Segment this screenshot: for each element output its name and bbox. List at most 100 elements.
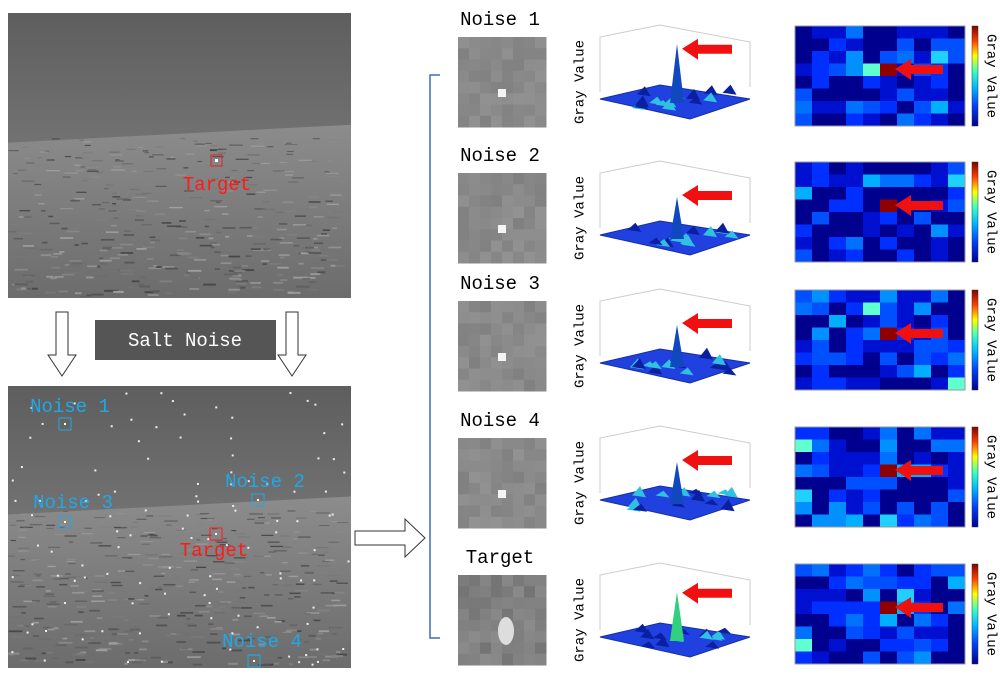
heat-cell: [931, 440, 949, 453]
salt-pixel: [138, 440, 140, 442]
patch-pixel: [535, 575, 547, 587]
salt-pixel: [168, 613, 170, 615]
patch-pixel: [524, 184, 536, 196]
heat-cell: [880, 76, 898, 89]
heat-cell: [863, 577, 881, 590]
patch-pixel: [535, 438, 547, 450]
patch-pixel: [535, 218, 547, 230]
heat-cell: [812, 564, 830, 577]
patch-pixel: [535, 598, 547, 610]
heat-cell: [880, 250, 898, 263]
patch-pixel: [524, 506, 536, 518]
heat-cell: [863, 187, 881, 200]
heat-cell: [846, 187, 864, 200]
patch-pixel: [458, 654, 470, 666]
salt-pixel: [313, 579, 315, 581]
heat-cell: [846, 26, 864, 39]
heat-cell: [829, 564, 847, 577]
patch-pixel: [535, 449, 547, 461]
heat-cell: [897, 378, 915, 391]
patch-pixel: [535, 252, 547, 264]
heat-cell: [914, 114, 932, 127]
heat-cell: [846, 502, 864, 515]
patch-pixel: [513, 472, 525, 484]
heat-cell: [948, 477, 966, 490]
heat-cell: [795, 89, 813, 102]
heat-cell: [897, 39, 915, 52]
heat-cell: [829, 200, 847, 213]
salt-pixel: [279, 572, 281, 574]
heat-cell: [795, 353, 813, 366]
heat-cell: [863, 39, 881, 52]
heat-cell: [897, 76, 915, 89]
patch-pixel: [513, 312, 525, 324]
salt-pixel: [31, 514, 33, 516]
heat-cell: [812, 315, 830, 328]
heat-cell: [795, 465, 813, 478]
patch-pixel: [480, 654, 492, 666]
heat-cell: [812, 250, 830, 263]
patch-pixel: [513, 380, 525, 392]
surface-facet: [699, 348, 713, 360]
heat-cell: [829, 378, 847, 391]
heat-cell: [948, 162, 966, 175]
heat-cell: [829, 502, 847, 515]
salt-pixel: [231, 417, 233, 419]
heat-cell: [914, 290, 932, 303]
heat-cell: [931, 89, 949, 102]
salt-pixel: [164, 593, 166, 595]
salt-pixel: [12, 576, 14, 578]
down-arrow: [48, 312, 76, 376]
salt-pixel: [216, 588, 218, 590]
patch-pixel: [524, 461, 536, 473]
patch-pixel: [480, 93, 492, 105]
heat-cell: [812, 175, 830, 188]
patch-pixel: [458, 369, 470, 381]
salt-pixel: [329, 515, 331, 517]
patch-pixel: [480, 598, 492, 610]
heat-cell: [914, 652, 932, 665]
patch-pixel: [491, 654, 503, 666]
patch-pixel: [469, 609, 481, 621]
heat-cell: [880, 303, 898, 316]
patch-pixel: [513, 301, 525, 313]
heat-cell: [880, 589, 898, 602]
salt-pixel: [191, 537, 193, 539]
heat-cell: [863, 175, 881, 188]
heat-cell: [846, 64, 864, 77]
patch-pixel: [469, 472, 481, 484]
heat-cell: [880, 89, 898, 102]
salt-pixel: [101, 630, 103, 632]
heat-cell: [897, 237, 915, 250]
patch-pixel: [469, 449, 481, 461]
patch-pixel: [502, 449, 514, 461]
patch-pixel: [535, 37, 547, 49]
row-title: Noise 2: [460, 145, 540, 167]
heat-cell: [795, 250, 813, 263]
patch-pixel: [513, 335, 525, 347]
salt-pixel: [197, 483, 199, 485]
patch-pixel: [469, 116, 481, 128]
patch-pixel: [513, 586, 525, 598]
heat-cell: [914, 440, 932, 453]
patch-pixel: [469, 438, 481, 450]
patch-pixel: [491, 380, 503, 392]
patch-pixel: [502, 116, 514, 128]
patch-pixel: [502, 380, 514, 392]
heat-cell: [914, 589, 932, 602]
patch-pixel: [513, 620, 525, 632]
patch-pixel: [480, 196, 492, 208]
patch-pixel: [535, 654, 547, 666]
heat-cell: [863, 200, 881, 213]
heat-cell: [846, 602, 864, 615]
heat-cell: [880, 440, 898, 453]
patch-pixel: [491, 105, 503, 117]
salt-pixel: [21, 466, 23, 468]
patch-pixel: [524, 82, 536, 94]
heat-cell: [880, 51, 898, 64]
patch-pixel: [469, 312, 481, 324]
patch-pixel: [469, 241, 481, 253]
patch-pixel: [480, 335, 492, 347]
heat-cell: [931, 564, 949, 577]
heat-cell: [795, 502, 813, 515]
